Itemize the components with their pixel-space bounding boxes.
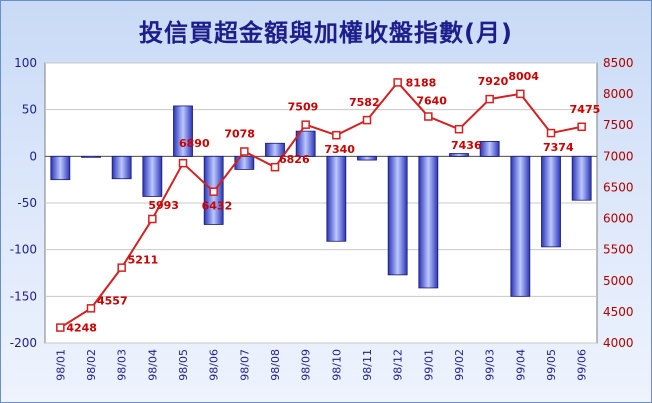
right-tick-label: 8000: [603, 87, 634, 101]
right-tick-label: 5500: [603, 243, 634, 257]
bar: [357, 155, 377, 161]
bar: [81, 155, 101, 158]
index-marker: [270, 162, 280, 172]
index-marker: [148, 214, 157, 224]
x-tick-label: 98/09: [300, 349, 313, 381]
bar: [541, 155, 561, 248]
index-data-label: 7340: [324, 143, 355, 156]
index-marker: [546, 128, 556, 138]
bar: [387, 155, 408, 276]
bar: [234, 155, 255, 170]
left-tick-label: -100: [10, 243, 37, 257]
index-marker: [56, 323, 65, 332]
index-marker: [362, 115, 372, 125]
index-data-label: 6826: [279, 153, 310, 166]
bar: [418, 155, 439, 289]
index-marker: [117, 263, 126, 272]
index-data-label: 7640: [416, 95, 447, 108]
index-data-label: 6432: [202, 200, 233, 213]
right-tick-label: 7500: [603, 118, 634, 132]
x-tick-label: 98/06: [208, 349, 221, 381]
right-tick-label: 7000: [603, 149, 634, 163]
x-tick-label: 98/11: [361, 349, 374, 381]
x-tick-label: 99/05: [545, 349, 558, 381]
index-marker: [393, 78, 402, 87]
bar: [479, 140, 500, 157]
x-tick-label: 98/10: [330, 349, 343, 381]
bar: [265, 142, 285, 157]
right-tick-label: 6000: [603, 212, 634, 226]
x-tick-label: 99/02: [453, 349, 466, 381]
left-tick-label: 100: [14, 56, 37, 70]
bar: [326, 155, 347, 242]
index-data-label: 5211: [128, 254, 159, 267]
index-data-label: 4557: [97, 294, 128, 307]
index-line: [59, 80, 582, 329]
index-marker: [240, 147, 249, 156]
bar: [510, 155, 531, 297]
x-tick-label: 98/02: [85, 349, 98, 381]
index-marker: [485, 94, 494, 104]
index-marker: [301, 120, 310, 129]
index-marker: [454, 124, 464, 134]
right-tick-label: 6500: [603, 180, 634, 194]
x-tick-label: 99/03: [484, 349, 497, 381]
index-marker: [577, 122, 586, 132]
bar: [449, 153, 469, 157]
index-marker: [332, 130, 341, 140]
right-tick-label: 4500: [603, 305, 634, 319]
index-marker: [86, 304, 96, 313]
index-data-label: 6890: [179, 137, 210, 150]
chart-title: 投信買超金額與加權收盤指數(月): [139, 19, 513, 47]
x-tick-label: 99/04: [514, 349, 527, 381]
index-data-label: 7374: [543, 141, 574, 154]
right-tick-label: 8500: [603, 56, 634, 70]
bar: [50, 155, 71, 181]
right-tick-label: 4000: [603, 336, 634, 350]
x-tick-label: 98/07: [238, 349, 251, 381]
x-tick-label: 98/08: [269, 349, 282, 381]
bar: [295, 130, 316, 157]
index-marker: [424, 112, 433, 121]
left-tick-label: -200: [10, 336, 37, 350]
index-data-label: 7509: [288, 101, 319, 114]
index-data-label: 7436: [451, 139, 482, 152]
index-data-label: 8004: [508, 70, 539, 83]
index-data-label: 7582: [349, 96, 380, 109]
index-data-label: 7920: [478, 75, 509, 88]
x-tick-label: 99/01: [422, 349, 435, 381]
index-marker: [178, 158, 188, 168]
index-data-label: 7078: [224, 127, 255, 140]
index-data-label: 7475: [570, 103, 601, 116]
index-data-label: 8188: [406, 76, 437, 89]
x-tick-label: 98/05: [177, 349, 190, 381]
x-tick-label: 98/12: [392, 349, 405, 381]
index-marker: [516, 89, 525, 99]
left-tick-label: 50: [22, 103, 37, 117]
bar: [142, 155, 163, 197]
x-tick-label: 99/06: [576, 349, 589, 381]
index-marker: [209, 187, 218, 196]
bar: [111, 155, 132, 180]
left-tick-label: -150: [10, 289, 37, 303]
left-tick-label: -50: [17, 196, 37, 210]
left-tick-label: 0: [29, 149, 37, 163]
right-tick-label: 5000: [603, 274, 634, 288]
x-tick-label: 98/01: [54, 349, 67, 381]
index-data-label: 5993: [148, 199, 179, 212]
index-data-label: 4248: [66, 322, 97, 335]
x-tick-label: 98/04: [146, 349, 159, 381]
bar: [173, 105, 193, 157]
x-tick-label: 98/03: [116, 349, 129, 381]
bar: [571, 155, 592, 201]
